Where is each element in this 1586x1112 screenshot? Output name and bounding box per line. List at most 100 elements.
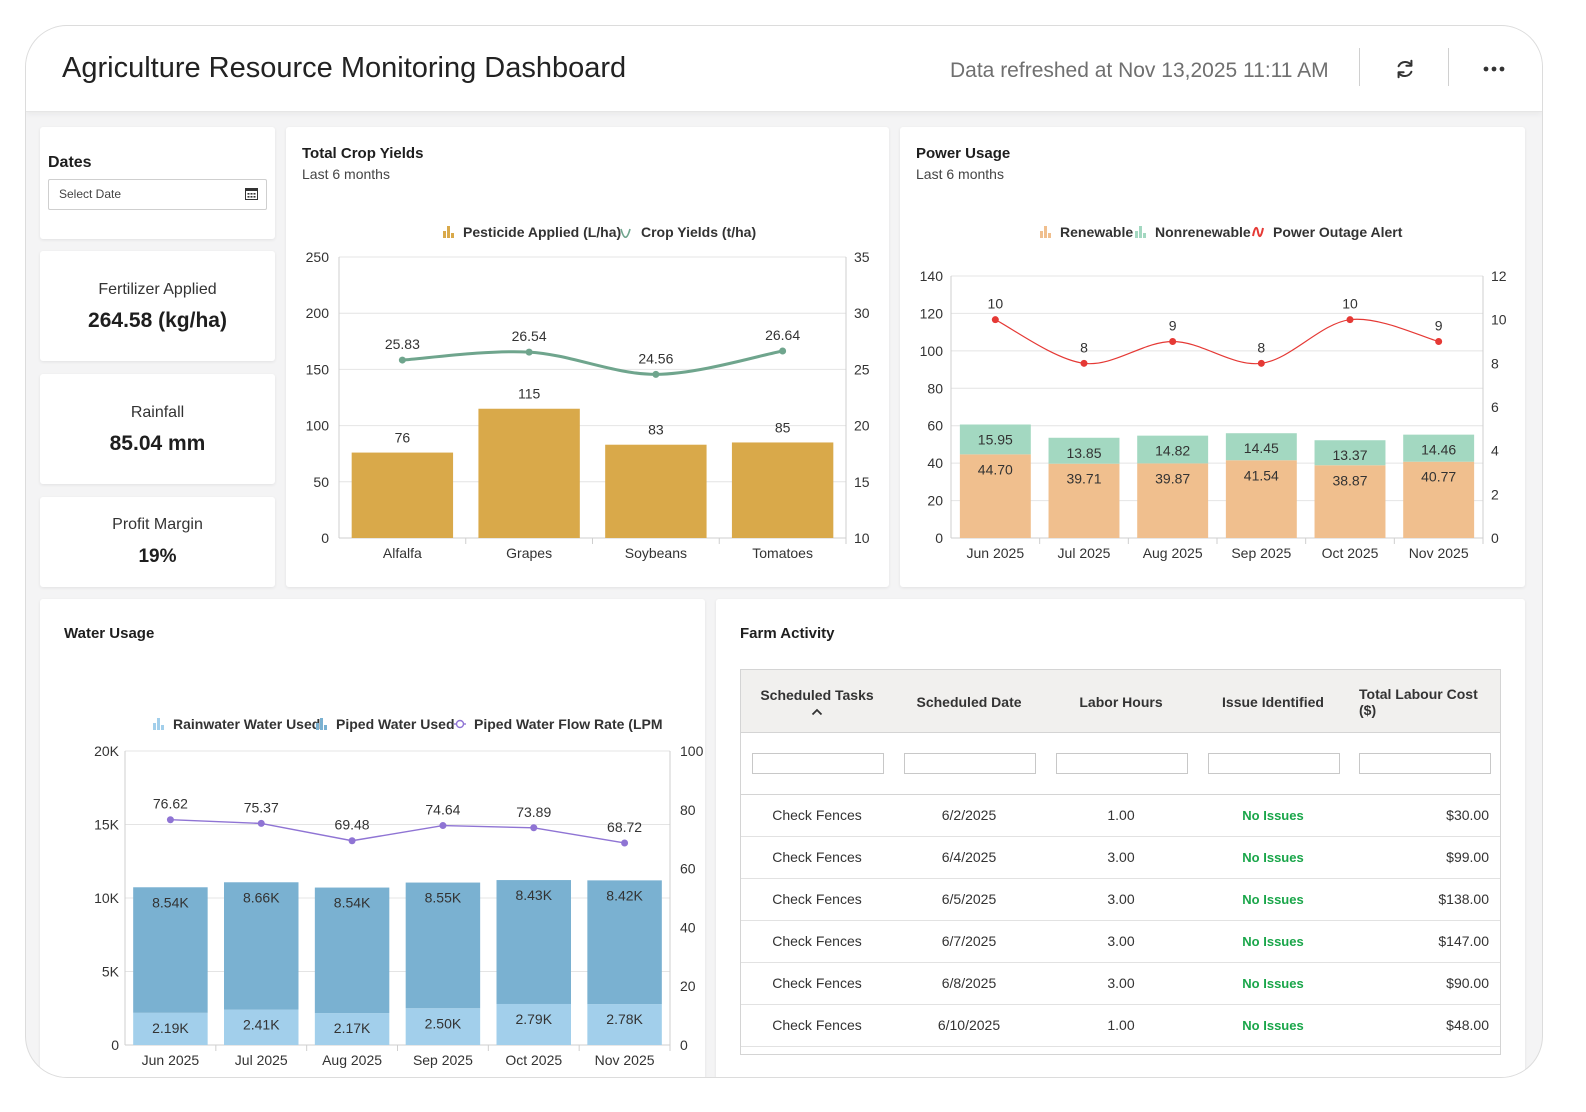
refresh-button[interactable] <box>1388 52 1422 86</box>
column-header-labor-hours[interactable]: Labor Hours <box>1045 670 1197 733</box>
column-header-scheduled-tasks[interactable]: Scheduled Tasks <box>741 670 893 733</box>
cell-date: 6/7/2025 <box>941 933 997 949</box>
legend-line-icon <box>620 228 631 239</box>
legend-bar-icon <box>1135 231 1138 238</box>
data-label: 9 <box>1169 318 1177 334</box>
kpi-label: Profit Margin <box>112 516 203 533</box>
legend-label: Renewable <box>1060 224 1133 240</box>
cell-hours: 3.00 <box>1107 849 1135 865</box>
cell-date: 6/4/2025 <box>941 849 997 865</box>
y-axis-right-tick: 15 <box>854 474 870 490</box>
filter-input-total-labour-cost[interactable] <box>1359 753 1491 774</box>
y-axis-left-tick: 100 <box>306 418 330 434</box>
header-divider <box>1359 48 1360 86</box>
data-label: 10 <box>988 296 1004 312</box>
column-header-label: Issue Identified <box>1222 693 1324 710</box>
bar-piped-water-used <box>224 882 299 1010</box>
kpi-card-fertilizer: Fertilizer Applied 264.58 (kg/ha) <box>40 251 275 361</box>
data-label: 8 <box>1080 339 1088 355</box>
x-axis-label: Oct 2025 <box>1322 545 1379 561</box>
legend-bar-icon <box>1040 231 1043 238</box>
legend-bar-icon <box>1139 226 1142 238</box>
x-axis-label: Sep 2025 <box>1231 545 1291 561</box>
data-label: 85 <box>775 419 791 435</box>
cell-date: 6/8/2025 <box>941 975 997 991</box>
data-label: 10 <box>1342 296 1358 312</box>
series-line <box>995 318 1439 365</box>
x-axis-label: Tomatoes <box>752 545 813 561</box>
bar-pesticide-applied-l-ha <box>731 442 834 538</box>
y-axis-left-tick: 15K <box>94 817 120 833</box>
y-axis-right-tick: 25 <box>854 361 870 377</box>
data-label: 15.95 <box>978 431 1013 447</box>
bar-nonrenewable <box>1137 435 1209 464</box>
bar-piped-water-used <box>405 882 481 1009</box>
bar-rainwater-water-used <box>314 1013 390 1045</box>
x-axis-label: Aug 2025 <box>322 1052 382 1068</box>
x-axis-label: Jun 2025 <box>142 1052 200 1068</box>
table-row[interactable]: Check Fences 6/4/2025 3.00 No Issues $99.00 <box>741 837 1500 879</box>
kpi-label: Fertilizer Applied <box>98 281 217 298</box>
data-label: 115 <box>518 386 541 402</box>
table-row[interactable]: Check Fences 6/2/2025 1.00 No Issues $30.00 <box>741 795 1500 837</box>
y-axis-right-tick: 12 <box>1491 268 1507 284</box>
water-usage-card: Water Usage 0 5K 10K 15K 20K 0 20 40 60 80 100 Jun … <box>40 599 705 1077</box>
y-axis-right-tick: 60 <box>680 861 696 877</box>
data-label: 76.62 <box>153 796 188 812</box>
series-line <box>170 819 625 844</box>
series-point <box>1169 338 1177 345</box>
table-row[interactable]: Check Fences 6/5/2025 3.00 No Issues $138.00 <box>741 879 1500 921</box>
table-row[interactable]: Check Fences 6/10/2025 1.00 No Issues $48.00 <box>741 1005 1500 1047</box>
cell-task: Check Fences <box>772 807 862 823</box>
bar-rainwater-water-used <box>587 1004 662 1045</box>
series-point <box>1257 359 1265 367</box>
legend-bar-icon <box>443 231 446 238</box>
series-point <box>1435 338 1443 345</box>
filter-input-scheduled-tasks[interactable] <box>752 753 884 774</box>
cell-hours: 3.00 <box>1107 891 1135 907</box>
filter-input-labor-hours[interactable] <box>1056 753 1188 774</box>
bar-piped-water-used <box>587 880 662 1005</box>
y-axis-right-tick: 20 <box>854 418 870 434</box>
legend-label: Nonrenewable <box>1155 224 1251 240</box>
bar-rainwater-water-used <box>224 1009 299 1045</box>
filter-input-scheduled-date[interactable] <box>904 753 1036 774</box>
legend-bar-icon <box>153 723 156 730</box>
table-row[interactable]: Check Fences 6/7/2025 3.00 No Issues $147.00 <box>741 921 1500 963</box>
filter-input-issue-identified[interactable] <box>1208 753 1340 774</box>
kpi-card-rainfall: Rainfall 85.04 mm <box>40 374 275 484</box>
kpi-value: 19% <box>138 546 177 567</box>
sort-ascending-icon[interactable] <box>811 708 823 716</box>
cell-date: 6/10/2025 <box>937 1017 1001 1033</box>
header-bar: Agriculture Resource Monitoring Dashboar… <box>26 26 1542 112</box>
data-label: 2.19K <box>152 1020 189 1036</box>
legend-bar-icon <box>1044 226 1047 238</box>
series-line <box>402 349 783 376</box>
y-axis-left-tick: 5K <box>102 964 120 980</box>
legend-bar-icon <box>157 718 160 730</box>
data-label: 8.66K <box>243 889 280 905</box>
more-options-button[interactable] <box>1477 52 1511 86</box>
bar-pesticide-applied-l-ha <box>478 408 580 538</box>
x-axis-label: Nov 2025 <box>595 1052 655 1068</box>
y-axis-right-tick: 10 <box>1491 312 1507 328</box>
date-picker-input[interactable]: Select Date <box>48 179 267 210</box>
legend-label: Rainwater Water Used <box>173 716 320 732</box>
calendar-icon[interactable] <box>245 187 258 200</box>
refresh-timestamp: Data refreshed at Nov 13,2025 11:11 AM <box>950 59 1329 82</box>
cell-issue: No Issues <box>1242 1018 1304 1033</box>
series-point <box>439 822 447 830</box>
series-point <box>525 348 533 356</box>
cell-hours: 1.00 <box>1107 1017 1135 1033</box>
column-header-issue-identified[interactable]: Issue Identified <box>1197 670 1349 733</box>
table-row[interactable]: Check Fences 6/8/2025 3.00 No Issues $90.00 <box>741 963 1500 1005</box>
bar-pesticide-applied-l-ha <box>351 452 454 538</box>
legend-bar-icon <box>451 233 454 238</box>
bar-nonrenewable <box>1403 434 1475 462</box>
y-axis-left-tick: 120 <box>920 305 944 321</box>
legend-bar-icon <box>1143 233 1146 238</box>
data-label: 2.79K <box>515 1011 552 1027</box>
kpi-value: 264.58 (kg/ha) <box>88 309 227 332</box>
column-header-scheduled-date[interactable]: Scheduled Date <box>893 670 1045 733</box>
column-header-total-labour-cost[interactable]: Total Labour Cost ($) <box>1349 670 1500 733</box>
